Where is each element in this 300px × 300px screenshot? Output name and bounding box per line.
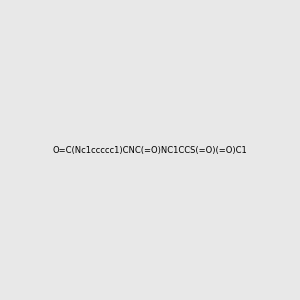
Text: O=C(Nc1ccccc1)CNC(=O)NC1CCS(=O)(=O)C1: O=C(Nc1ccccc1)CNC(=O)NC1CCS(=O)(=O)C1 [52, 146, 247, 154]
